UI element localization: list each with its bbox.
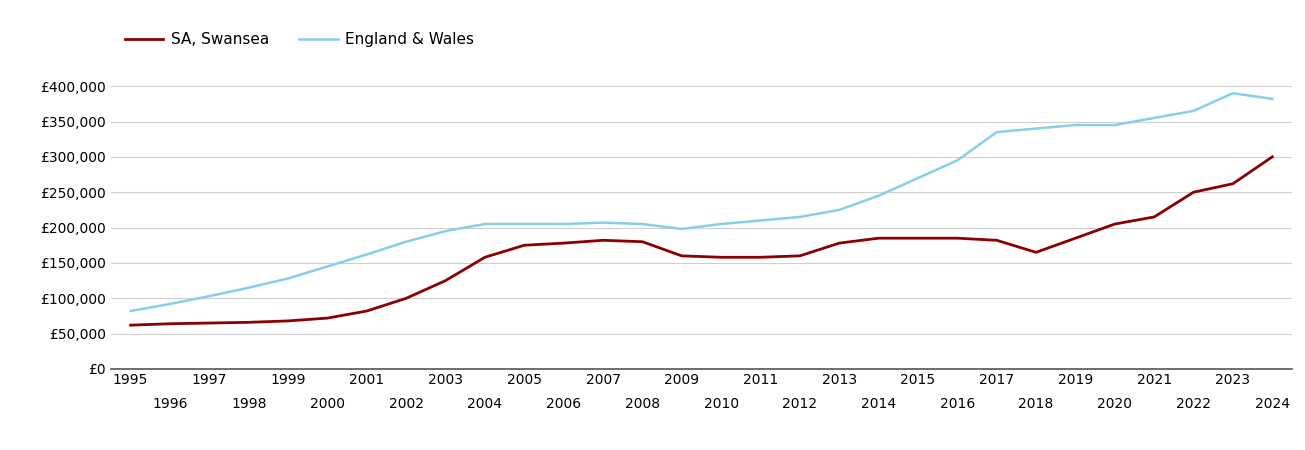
SA, Swansea bbox=[123, 323, 138, 328]
SA, Swansea bbox=[1146, 214, 1161, 220]
England & Wales bbox=[634, 221, 650, 227]
England & Wales bbox=[1146, 115, 1161, 121]
England & Wales bbox=[281, 276, 296, 281]
England & Wales bbox=[1028, 126, 1044, 131]
England & Wales bbox=[950, 158, 966, 163]
England & Wales bbox=[910, 176, 925, 181]
England & Wales bbox=[162, 301, 177, 306]
England & Wales bbox=[556, 221, 572, 227]
England & Wales bbox=[1067, 122, 1083, 128]
England & Wales bbox=[714, 221, 729, 227]
England & Wales bbox=[478, 221, 493, 227]
SA, Swansea bbox=[398, 296, 414, 301]
England & Wales bbox=[753, 218, 769, 223]
SA, Swansea bbox=[910, 235, 925, 241]
England & Wales bbox=[595, 220, 611, 225]
England & Wales bbox=[398, 239, 414, 244]
England & Wales bbox=[123, 308, 138, 314]
SA, Swansea bbox=[1028, 250, 1044, 255]
England & Wales bbox=[1225, 90, 1241, 96]
SA, Swansea bbox=[281, 318, 296, 324]
SA, Swansea bbox=[517, 243, 532, 248]
SA, Swansea bbox=[437, 278, 453, 284]
SA, Swansea bbox=[595, 238, 611, 243]
SA, Swansea bbox=[870, 235, 886, 241]
SA, Swansea bbox=[478, 255, 493, 260]
SA, Swansea bbox=[1225, 181, 1241, 186]
SA, Swansea bbox=[1107, 221, 1122, 227]
England & Wales bbox=[241, 285, 257, 290]
SA, Swansea bbox=[634, 239, 650, 244]
England & Wales bbox=[1265, 96, 1280, 102]
England & Wales bbox=[870, 193, 886, 198]
SA, Swansea bbox=[201, 320, 217, 326]
SA, Swansea bbox=[1186, 189, 1202, 195]
SA, Swansea bbox=[714, 255, 729, 260]
SA, Swansea bbox=[1067, 235, 1083, 241]
SA, Swansea bbox=[1265, 154, 1280, 160]
SA, Swansea bbox=[792, 253, 808, 259]
England & Wales bbox=[359, 252, 375, 257]
Legend: SA, Swansea, England & Wales: SA, Swansea, England & Wales bbox=[119, 26, 480, 54]
SA, Swansea bbox=[831, 240, 847, 246]
England & Wales bbox=[201, 293, 217, 299]
SA, Swansea bbox=[556, 240, 572, 246]
England & Wales bbox=[320, 264, 335, 269]
England & Wales bbox=[1186, 108, 1202, 113]
SA, Swansea bbox=[989, 238, 1005, 243]
England & Wales bbox=[989, 130, 1005, 135]
SA, Swansea bbox=[241, 320, 257, 325]
SA, Swansea bbox=[753, 255, 769, 260]
SA, Swansea bbox=[162, 321, 177, 326]
Line: England & Wales: England & Wales bbox=[130, 93, 1272, 311]
Line: SA, Swansea: SA, Swansea bbox=[130, 157, 1272, 325]
England & Wales bbox=[517, 221, 532, 227]
England & Wales bbox=[437, 229, 453, 234]
SA, Swansea bbox=[950, 235, 966, 241]
England & Wales bbox=[1107, 122, 1122, 128]
England & Wales bbox=[673, 226, 689, 232]
England & Wales bbox=[831, 207, 847, 212]
England & Wales bbox=[792, 214, 808, 220]
SA, Swansea bbox=[320, 315, 335, 321]
SA, Swansea bbox=[359, 308, 375, 314]
SA, Swansea bbox=[673, 253, 689, 259]
